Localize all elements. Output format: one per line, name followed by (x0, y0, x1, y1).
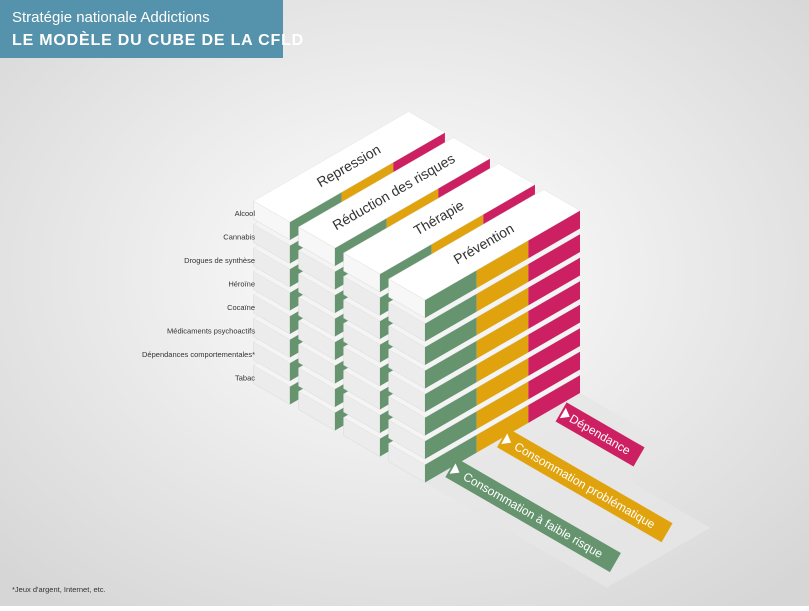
slab-front-face (528, 304, 581, 353)
consumption-box (555, 402, 645, 467)
slab-top-face (388, 189, 581, 301)
slab-top-face (253, 111, 446, 223)
slab-front-face (476, 334, 529, 383)
slab-front-face (528, 375, 581, 423)
slab-front-face (425, 387, 477, 436)
substance-label: Médicaments psychoactifs (167, 326, 255, 335)
consumption-marker (501, 433, 512, 444)
substance-label: Cocaïne (227, 303, 255, 312)
slab-front-face (476, 404, 529, 453)
slab-front-face (528, 328, 581, 376)
slab-front-face (476, 357, 529, 406)
substance-label: Dépendances comportementales* (142, 350, 255, 359)
slab-front-face (528, 257, 581, 306)
header-title: LE MODÈLE DU CUBE DE LA CFLD (12, 30, 304, 49)
substance-label: Tabac (235, 373, 255, 382)
slab-front-face (425, 364, 477, 412)
slab-front-face (476, 287, 529, 336)
slab-front-face (425, 270, 477, 318)
header-subtitle: Stratégie nationale Addictions (12, 9, 210, 26)
slab-front-face (528, 210, 581, 259)
consumption-marker (559, 407, 570, 419)
slab-front-face (476, 240, 529, 289)
consumption-marker (449, 463, 460, 474)
slab-front-face (476, 310, 529, 359)
consumption-box (497, 428, 673, 543)
substance-label: Héroïne (228, 279, 255, 288)
slab-front-face (476, 263, 529, 312)
footnote: *Jeux d'argent, Internet, etc. (12, 585, 106, 594)
slab-top-face (298, 137, 491, 249)
slab-front-face (425, 317, 477, 365)
consumption-box (445, 458, 621, 573)
slab-front-face (528, 234, 581, 282)
slab-front-face (528, 351, 581, 400)
slab-front-face (425, 340, 477, 389)
substance-label: Cannabis (223, 232, 255, 241)
substance-label: Alcool (235, 209, 256, 218)
slab-front-face (476, 381, 529, 430)
slab-front-face (425, 411, 477, 459)
slab-front-face (425, 434, 477, 483)
header-box (0, 0, 283, 58)
slab-front-face (528, 281, 581, 329)
substance-label: Drogues de synthèse (184, 256, 255, 265)
slab-top-face (343, 163, 536, 275)
slab-front-face (425, 293, 477, 342)
